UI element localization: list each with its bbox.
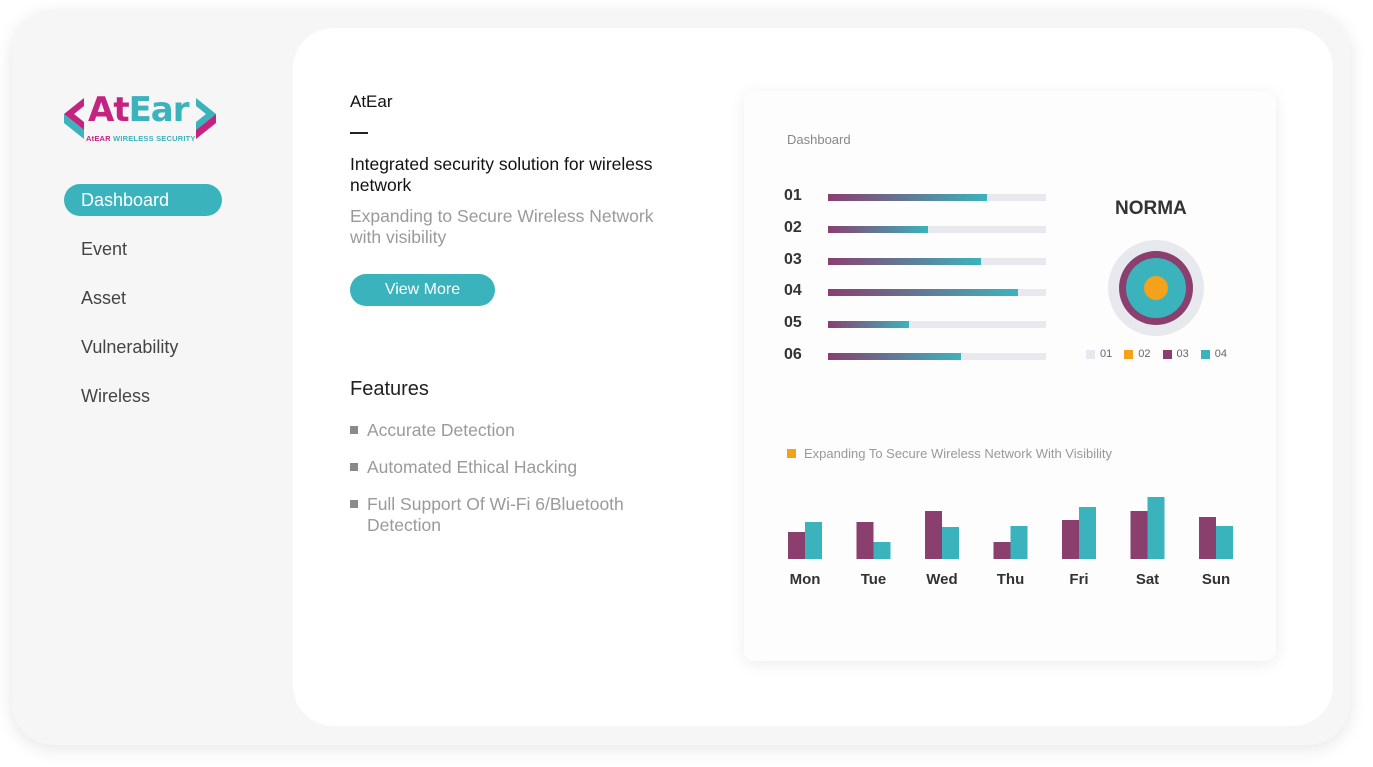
hbar-fill (828, 289, 1018, 297)
legend-swatch (1124, 349, 1134, 359)
card-title: Dashboard (787, 132, 851, 147)
legend-label: 04 (1214, 348, 1227, 360)
atear-logo: AtEar AtEAR WIRELESS SECURITY (62, 92, 218, 150)
sidebar-item-asset[interactable]: Asset (81, 288, 127, 308)
sidebar-item-vulnerability[interactable]: Vulnerability (81, 337, 179, 357)
legend-swatch (1200, 349, 1210, 359)
legend-label: 03 (1176, 348, 1189, 360)
subheadline: Expanding to Secure Wireless Network wit… (350, 206, 654, 247)
bar-sun-2 (1216, 526, 1233, 559)
bar-sun-1 (1199, 517, 1216, 559)
bullet-square-icon (350, 426, 358, 434)
hbar-fill (828, 257, 981, 265)
view-more-button[interactable]: View More (350, 274, 495, 306)
hbar-label: 01 (784, 187, 802, 204)
x-tick-mon: Mon (790, 571, 821, 588)
hbar-row-04: 04 (784, 282, 1054, 302)
hbar-fill (828, 225, 929, 233)
logo-wordmark: AtEar (88, 90, 190, 130)
x-tick-sat: Sat (1136, 571, 1159, 588)
x-tick-thu: Thu (997, 571, 1025, 588)
bar-wed-2 (942, 527, 959, 559)
main-panel: AtEar Integrated security solution for w… (293, 28, 1333, 726)
hbar-label: 06 (784, 346, 802, 363)
bullet-square-icon (350, 463, 358, 471)
hbar-row-06: 06 (784, 346, 1054, 366)
hbar-track (828, 225, 1046, 233)
legend-item-03: 03 (1162, 348, 1189, 360)
bar-sat-2 (1147, 497, 1165, 559)
hbar-row-02: 02 (784, 219, 1054, 239)
hbar-track (828, 289, 1046, 297)
hbar-label: 04 (784, 282, 802, 300)
x-tick-wed: Wed (926, 571, 957, 588)
hbar-fill (828, 353, 961, 360)
hbar-fill (828, 194, 988, 201)
bar-mon-2 (805, 522, 822, 559)
norma-donut-chart (1108, 240, 1204, 336)
sidebar-item-dashboard[interactable]: Dashboard (64, 184, 222, 216)
features-title: Features (350, 378, 429, 400)
bar-fri-2 (1079, 507, 1096, 559)
hbar-label: 03 (784, 250, 802, 268)
bar-thu-2 (1010, 526, 1028, 559)
headline: Integrated security solution for wireles… (350, 154, 653, 195)
weekly-bar-chart: Mon Tue Wed Thu Fri Sat Sun (788, 497, 1233, 588)
sidebar-item-event[interactable]: Event (81, 239, 128, 259)
feature-item: Accurate Detection (350, 420, 680, 441)
hbar-fill (828, 321, 909, 329)
legend-label: 01 (1100, 348, 1113, 360)
hbar-label: 05 (784, 314, 802, 332)
legend-item-02: 02 (1124, 348, 1151, 360)
donut-core-02 (1144, 276, 1168, 300)
app-frame: AtEar AtEAR WIRELESS SECURITY Dashboard … (12, 10, 1350, 745)
sidebar-nav: Dashboard Event Asset Vulnerability Wire… (64, 184, 222, 429)
features-list: Accurate Detection Automated Ethical Hac… (350, 420, 680, 552)
hbar-row-05: 05 (784, 314, 1054, 334)
bar-wed-1 (925, 511, 942, 559)
x-tick-tue: Tue (861, 571, 887, 588)
feature-item: Automated Ethical Hacking (350, 457, 680, 478)
hbar-track (828, 194, 1046, 201)
bar-thu-1 (993, 542, 1011, 559)
hbar-track (828, 353, 1046, 360)
norma-label: NORMA (1115, 198, 1187, 219)
bar-tue-2 (873, 542, 891, 559)
bar-chart-note: Expanding To Secure Wireless Network Wit… (787, 446, 1112, 461)
bar-tue-1 (856, 522, 874, 559)
bar-sat-1 (1130, 511, 1148, 559)
title-divider (350, 132, 368, 134)
dashboard-card: Dashboard 01 02 03 04 05 06 NORMA 01 02 03 04 Ex… (744, 91, 1276, 661)
logo-chevrons (64, 98, 216, 139)
legend-item-04: 04 (1200, 348, 1227, 360)
sidebar-item-wireless[interactable]: Wireless (81, 386, 151, 406)
hbar-label: 02 (784, 218, 802, 236)
bullet-square-icon (350, 500, 358, 508)
legend-swatch (1086, 349, 1095, 359)
donut-legend: 01 02 03 04 (1086, 348, 1227, 360)
bar-mon-1 (788, 532, 805, 559)
feature-item: Full Support Of Wi-Fi 6/Bluetooth Detect… (350, 494, 680, 536)
x-tick-sun: Sun (1202, 571, 1230, 588)
hbar-row-01: 01 (784, 187, 1054, 207)
bar-fri-1 (1062, 520, 1079, 559)
hbar-track (828, 257, 1046, 265)
logo-tagline: AtEAR WIRELESS SECURITY (86, 134, 196, 143)
legend-swatch (1162, 349, 1172, 359)
legend-label: 02 (1138, 348, 1151, 360)
sidebar: AtEar AtEAR WIRELESS SECURITY Dashboard … (12, 10, 302, 745)
hbar-track (828, 321, 1046, 329)
x-tick-fri: Fri (1069, 571, 1088, 588)
brand-title: AtEar (350, 92, 393, 111)
legend-item-01: 01 (1086, 348, 1112, 360)
hbar-row-03: 03 (784, 251, 1054, 271)
note-swatch-icon (787, 449, 796, 458)
